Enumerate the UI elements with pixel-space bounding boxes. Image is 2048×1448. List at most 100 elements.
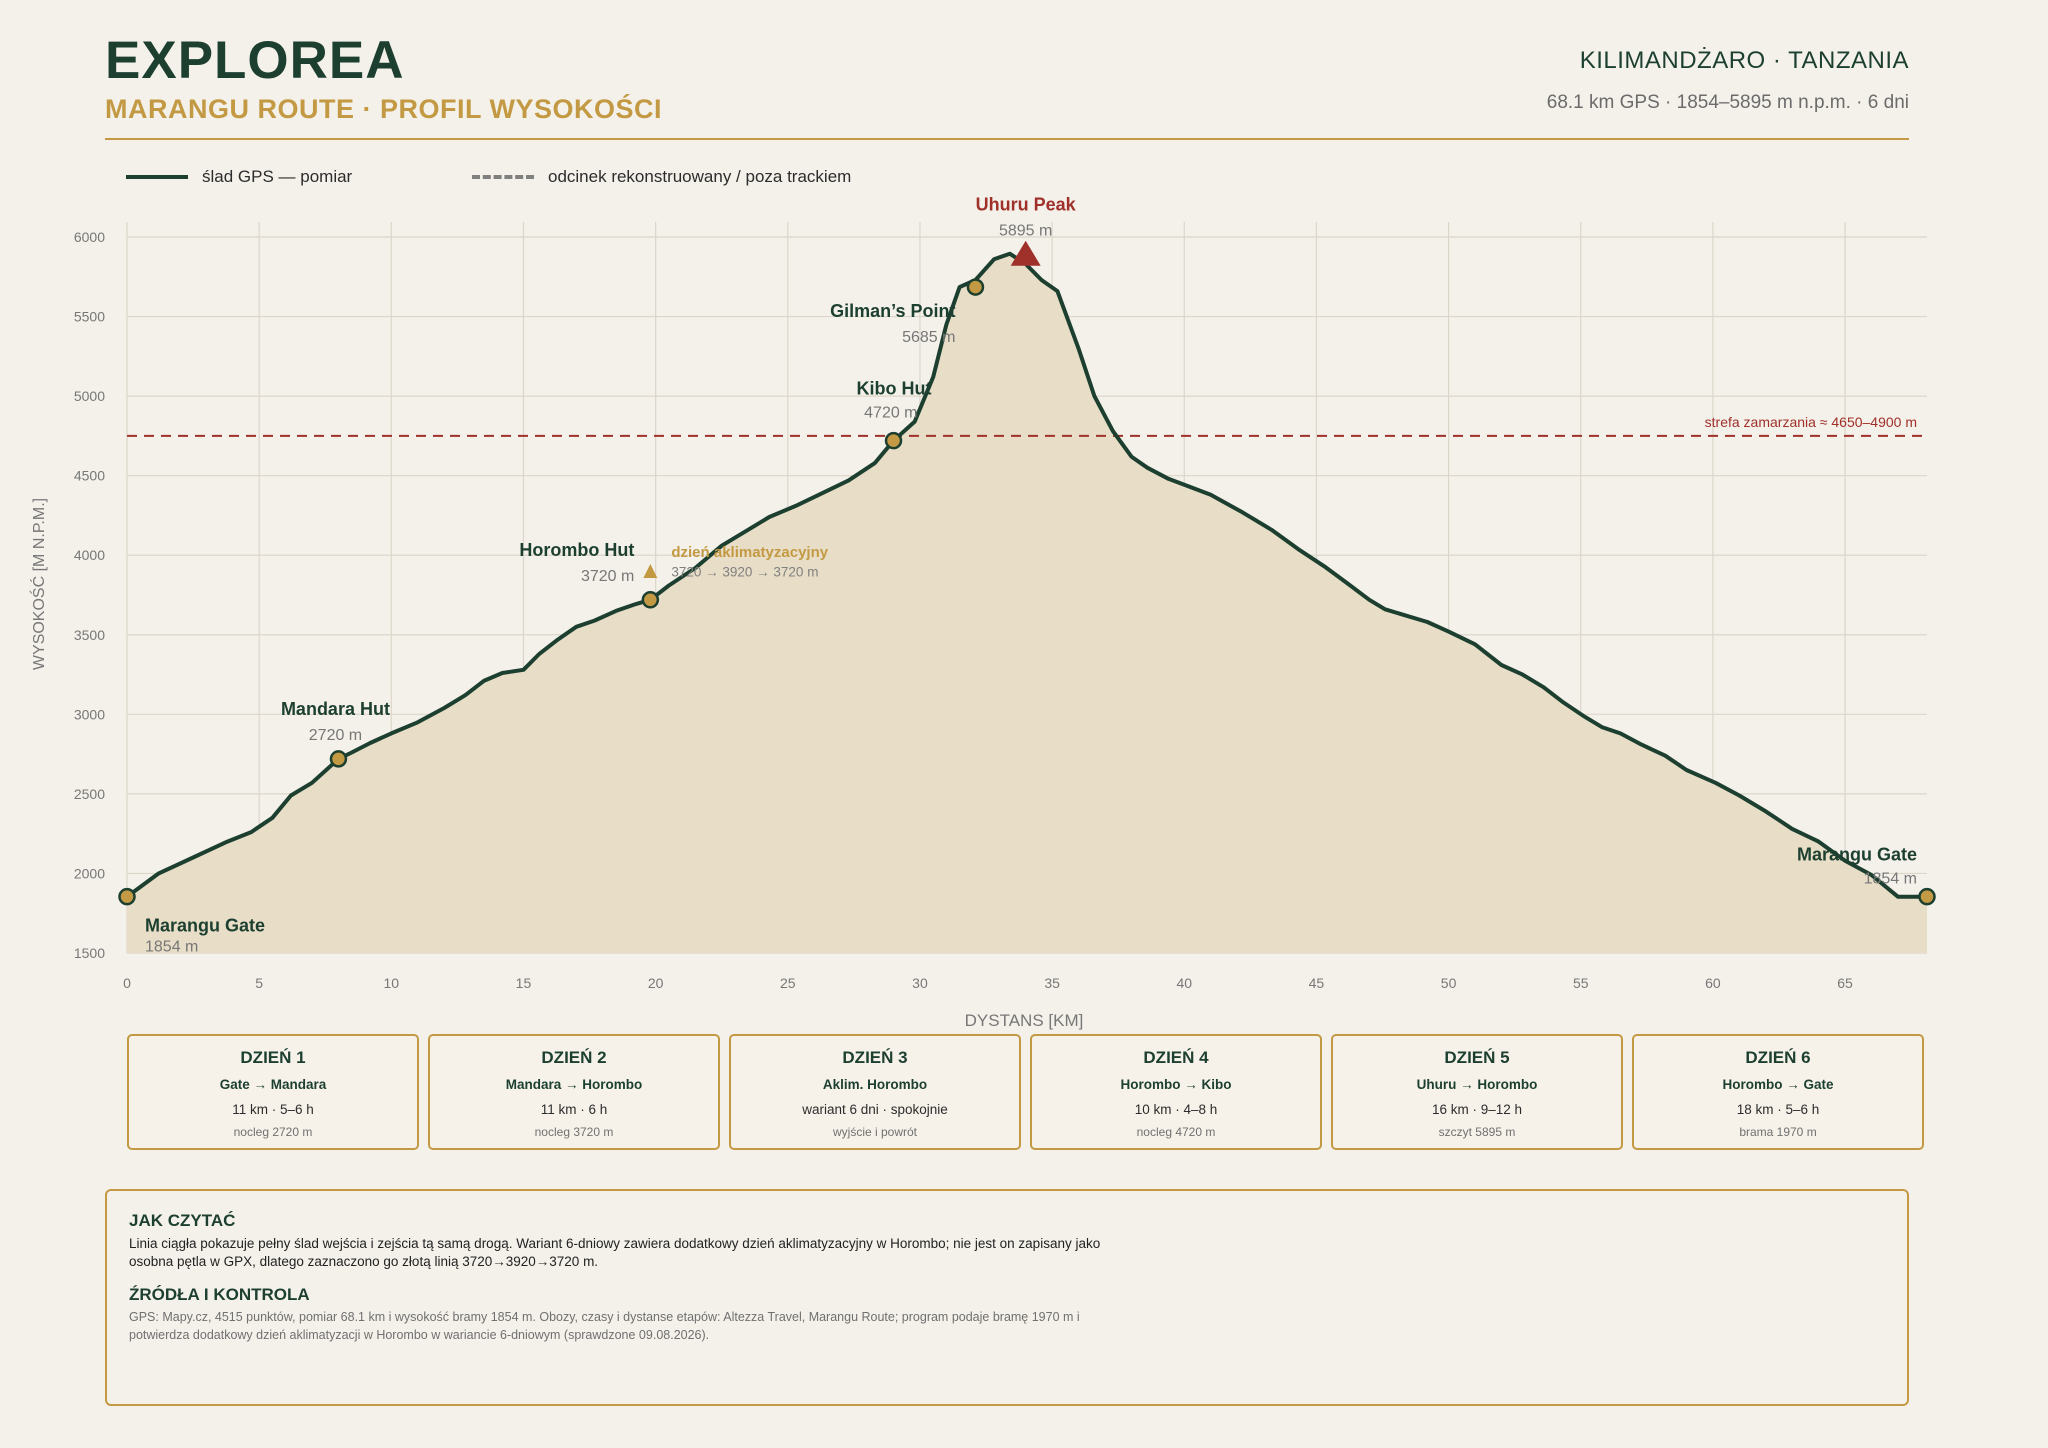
legend-item-gps: ślad GPS — pomiar <box>126 167 352 187</box>
day-card: DZIEŃ 4 Horombo → Kibo 10 km · 4–8 h nocleg… <box>1030 1034 1322 1150</box>
y-tick-label: 4000 <box>74 547 105 563</box>
waypoint-elevation: 3720 m <box>581 568 634 585</box>
x-tick-label: 50 <box>1441 975 1457 991</box>
waypoint-dot <box>1918 887 1936 906</box>
elevation-line <box>125 251 1927 899</box>
day-card: DZIEŃ 3 Aklim. Horombo wariant 6 dni · spo… <box>729 1034 1021 1150</box>
day-card-title: DZIEŃ 5 <box>1444 1048 1510 1067</box>
summit-name: Uhuru Peak <box>976 195 1077 215</box>
y-tick-label: 2500 <box>74 786 105 802</box>
day-card-route: Uhuru → Horombo <box>1416 1077 1538 1092</box>
how-to-read-text: Linia ciągła pokazuje pełny ślad wejścia… <box>129 1236 1101 1269</box>
waypoint-elevation: 4720 m <box>864 405 917 422</box>
y-tick-label: 3000 <box>74 706 105 722</box>
day-card-route: Mandara → Horombo <box>505 1077 643 1092</box>
day-card-detail: 10 km · 4–8 h <box>1134 1102 1218 1117</box>
day-card-title: DZIEŃ 2 <box>541 1048 607 1067</box>
day-card: DZIEŃ 1 Gate → Mandara 11 km · 5–6 h nocleg… <box>127 1034 419 1150</box>
waypoint-dot <box>329 750 348 768</box>
waypoint-markers: Marangu Gate 1854 m Mandara Hut 2720 m Horom… <box>118 278 1936 956</box>
day-card-title: DZIEŃ 6 <box>1745 1048 1811 1067</box>
day-card-route: Gate → Mandara <box>219 1077 327 1092</box>
day-card-title: DZIEŃ 3 <box>842 1048 908 1067</box>
y-axis-label: WYSOKOŚĆ [M N.P.M.] <box>29 498 48 670</box>
waypoint-dot <box>641 591 660 609</box>
x-tick-label: 25 <box>780 975 796 991</box>
freeze-zone-label: strefa zamarzania ≈ 4650–4900 m <box>1705 414 1917 430</box>
y-tick-label: 5500 <box>74 309 105 325</box>
x-axis-label: DYSTANS [KM] <box>965 1011 1084 1030</box>
axis-ticks: 0 5 10 15 20 25 30 35 40 45 50 55 60 65 1500 2000 2500 30… <box>74 229 1853 991</box>
waypoint-name: Kibo Hut <box>857 379 932 399</box>
y-tick-label: 6000 <box>74 229 105 245</box>
x-tick-label: 45 <box>1309 975 1325 991</box>
x-tick-label: 20 <box>648 975 664 991</box>
header-divider <box>105 138 1909 140</box>
legend-dashed-label: odcinek rekonstruowany / poza trackiem <box>548 167 852 186</box>
y-tick-label: 5000 <box>74 388 105 404</box>
waypoint-elevation: 5685 m <box>902 329 955 346</box>
elevation-chart: 0 5 10 15 20 25 30 35 40 45 50 55 60 65 1500 2000 2500 30… <box>29 195 1936 1030</box>
day-card: DZIEŃ 5 Uhuru → Horombo 16 km · 9–12 h szcz… <box>1331 1034 1623 1150</box>
day-card-title: DZIEŃ 1 <box>240 1048 306 1067</box>
summit-marker: Uhuru Peak 5895 m <box>976 195 1077 266</box>
legend-solid-swatch <box>126 175 188 179</box>
day-card-route: Horombo → Kibo <box>1120 1077 1232 1092</box>
day-card-note: nocleg 4720 m <box>1136 1125 1216 1139</box>
day-card-detail: wariant 6 dni · spokojnie <box>802 1102 948 1117</box>
sources-title: ŹRÓDŁA I KONTROLA <box>129 1285 310 1304</box>
waypoint-elevation: 1854 m <box>145 939 198 956</box>
region-label: KILIMANDŻARO · TANZANIA <box>1579 47 1909 74</box>
x-tick-label: 55 <box>1573 975 1589 991</box>
y-tick-label: 1500 <box>74 945 105 961</box>
acclimatization-detail: 3720 → 3920 → 3720 m <box>671 564 818 579</box>
x-tick-label: 5 <box>255 975 263 991</box>
page-subtitle: MARANGU ROUTE · PROFIL WYSOKOŚCI <box>105 94 663 124</box>
x-tick-label: 65 <box>1837 975 1853 991</box>
day-card: DZIEŃ 2 Mandara → Horombo 11 km · 6 h nocle… <box>428 1034 720 1150</box>
waypoint-dot <box>884 431 903 450</box>
waypoint-elevation: 1854 m <box>1864 871 1917 888</box>
day-card-detail: 16 km · 9–12 h <box>1431 1102 1523 1117</box>
waypoint-name: Gilman’s Point <box>830 301 955 321</box>
route-stats: 68.1 km GPS · 1854–5895 m n.p.m. · 6 dni <box>1546 92 1909 113</box>
x-tick-label: 30 <box>912 975 928 991</box>
day-card-note: nocleg 2720 m <box>233 1125 313 1139</box>
x-tick-label: 10 <box>384 975 400 991</box>
waypoint-dot <box>118 887 136 906</box>
summit-triangle <box>1010 240 1041 266</box>
x-tick-label: 35 <box>1044 975 1060 991</box>
day-card-title: DZIEŃ 4 <box>1143 1048 1209 1067</box>
day-card-note: nocleg 3720 m <box>534 1125 614 1139</box>
acclimatization-marker: dzień aklimatyzacyjny 3720 → 3920 → 3720 … <box>643 544 829 579</box>
waypoint-name: Mandara Hut <box>281 699 390 719</box>
y-tick-label: 4500 <box>74 468 105 484</box>
day-card: DZIEŃ 6 Horombo → Gate 18 km · 5–6 h brama … <box>1632 1034 1924 1150</box>
waypoint-name: Marangu Gate <box>1797 845 1917 865</box>
waypoint-name: Marangu Gate <box>145 916 265 936</box>
day-card-note: szczyt 5895 m <box>1438 1125 1516 1139</box>
elevation-area <box>127 253 1927 953</box>
how-to-read-title: JAK CZYTAĆ <box>129 1211 236 1230</box>
brand-title: EXPLOREA <box>105 31 405 90</box>
waypoint-dot <box>966 278 985 296</box>
acclimatization-title: dzień aklimatyzacyjny <box>671 544 828 561</box>
day-card-detail: 11 km · 5–6 h <box>232 1102 314 1117</box>
day-card-note: brama 1970 m <box>1739 1125 1817 1139</box>
day-card-route: Aklim. Horombo <box>822 1077 928 1092</box>
x-tick-label: 15 <box>516 975 532 991</box>
day-card-detail: 11 km · 6 h <box>540 1102 608 1117</box>
y-tick-label: 2000 <box>74 865 105 881</box>
day-card-note: wyjście i powrót <box>832 1125 918 1139</box>
waypoint-name: Horombo Hut <box>519 540 634 560</box>
x-tick-label: 0 <box>123 975 131 991</box>
day-card-route: Horombo → Gate <box>1722 1077 1834 1092</box>
notes-panel: JAK CZYTAĆ Linia ciągła pokazuje pełny ś… <box>105 1189 1909 1406</box>
legend-solid-label: ślad GPS — pomiar <box>202 167 353 186</box>
legend-item-reconstructed: odcinek rekonstruowany / poza trackiem <box>472 167 851 187</box>
sources-text: GPS: Mapy.cz, 4515 punktów, pomiar 68.1 … <box>129 1310 1080 1342</box>
legend-dashed-swatch <box>472 175 534 179</box>
summit-elevation: 5895 m <box>999 223 1052 240</box>
waypoint-elevation: 2720 m <box>309 727 362 744</box>
x-tick-label: 40 <box>1176 975 1192 991</box>
